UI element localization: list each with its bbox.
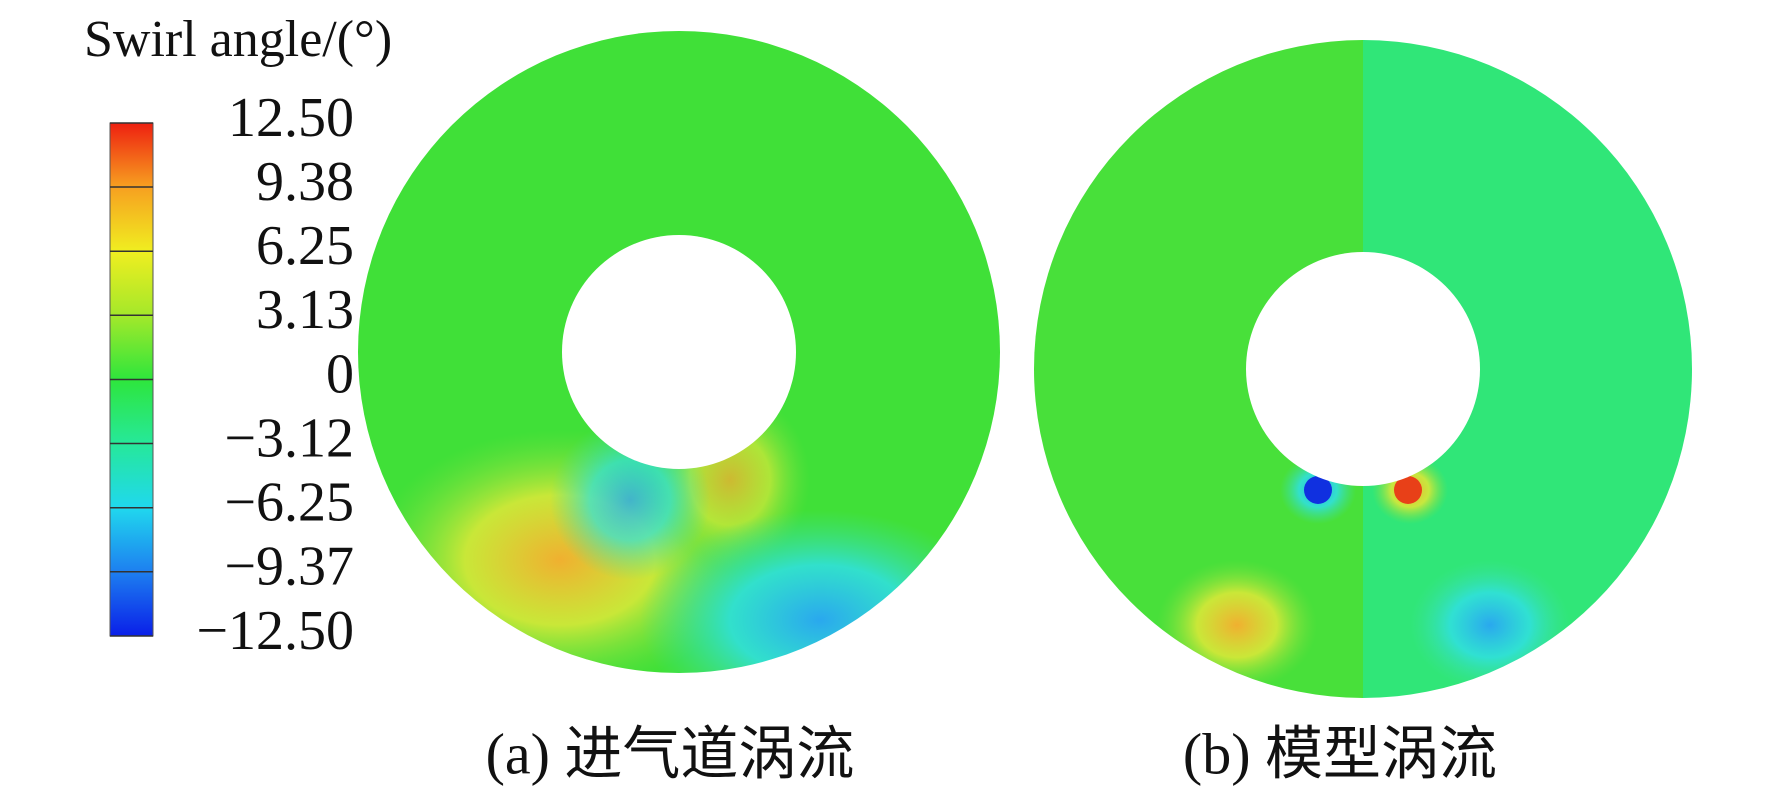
- colorbar-tick-label: −6.25: [224, 472, 354, 534]
- colorbar-tick-label: 9.38: [256, 151, 354, 213]
- colorbar-tick-label: 0: [326, 343, 354, 405]
- panel-a-plot: [350, 20, 1010, 730]
- panel-caption: (b) 模型涡流: [1183, 721, 1497, 786]
- colorbar-tick-label: 12.50: [228, 87, 354, 149]
- colorbar-tick-label: −3.12: [224, 407, 354, 469]
- colorbar-title: Swirl angle/(°): [84, 11, 392, 68]
- colorbar-tick-label: 3.13: [256, 279, 354, 341]
- panel-b-plot: [1030, 30, 1696, 710]
- colorbar-tick-label: 6.25: [256, 215, 354, 277]
- colorbar-tick-label: −9.37: [224, 536, 354, 598]
- panel-caption: (a) 进气道涡流: [486, 721, 855, 786]
- colorbar-tick-label: −12.50: [196, 600, 354, 662]
